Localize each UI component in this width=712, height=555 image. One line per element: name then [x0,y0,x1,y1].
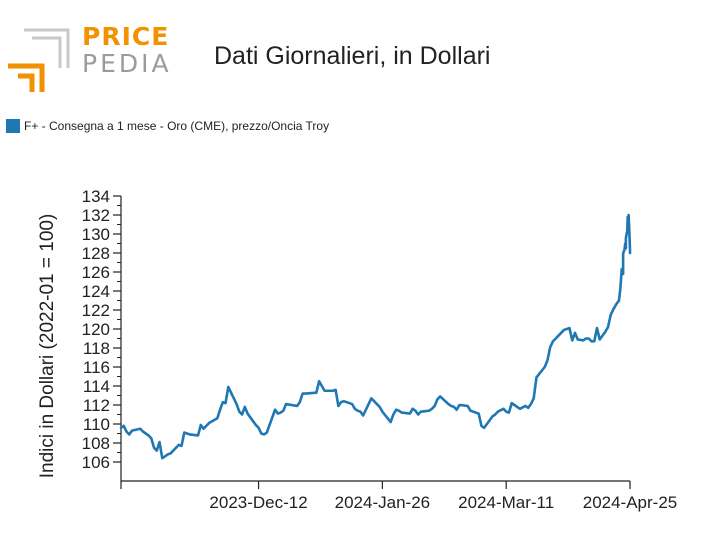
y-tick-label: 108 [82,434,110,453]
x-axis: 2023-Dec-12 2024-Jan-26 2024-Mar-11 2024-Ap… [120,480,678,512]
legend: F+ - Consegna a 1 mese - Oro (CME), prez… [6,119,329,133]
logo-mark-icon [8,28,70,92]
x-tick-label: 2023-Dec-12 [209,493,307,512]
y-tick-label: 118 [83,339,110,358]
y-tick-label: 120 [82,320,110,339]
plot-area [119,213,632,460]
logo-word-pedia: PEDIA [82,49,172,78]
x-tick-label: 2024-Jan-26 [335,493,430,512]
legend-label: F+ - Consegna a 1 mese - Oro (CME), prez… [24,119,330,133]
y-tick-label: 134 [82,187,110,206]
y-tick-label: 122 [82,301,110,320]
y-tick-label: 116 [83,358,110,377]
y-axis-label: Indici in Dollari (2022-01 = 100) [37,214,58,479]
legend-swatch [6,119,20,133]
y-tick-label: 106 [82,453,110,472]
logo-word-price: PRICE [82,22,170,51]
pricepedia-logo: PRICE PEDIA [6,22,170,97]
chart-title: Dati Giornalieri, in Dollari [214,42,491,70]
series-line [119,213,632,460]
y-tick-label: 126 [82,263,110,282]
y-tick-label: 110 [83,415,110,434]
y-axis: 1061081101121141161181201221241261281301… [82,187,122,481]
y-tick-label: 114 [83,377,110,396]
y-tick-label: 132 [82,206,110,225]
y-tick-label: 130 [82,225,110,244]
y-tick-label: 124 [82,282,110,301]
x-tick-label: 2024-Mar-11 [458,493,554,512]
x-tick-label: 2024-Apr-25 [583,493,678,512]
y-tick-label: 128 [82,244,110,263]
y-tick-label: 112 [83,396,110,415]
